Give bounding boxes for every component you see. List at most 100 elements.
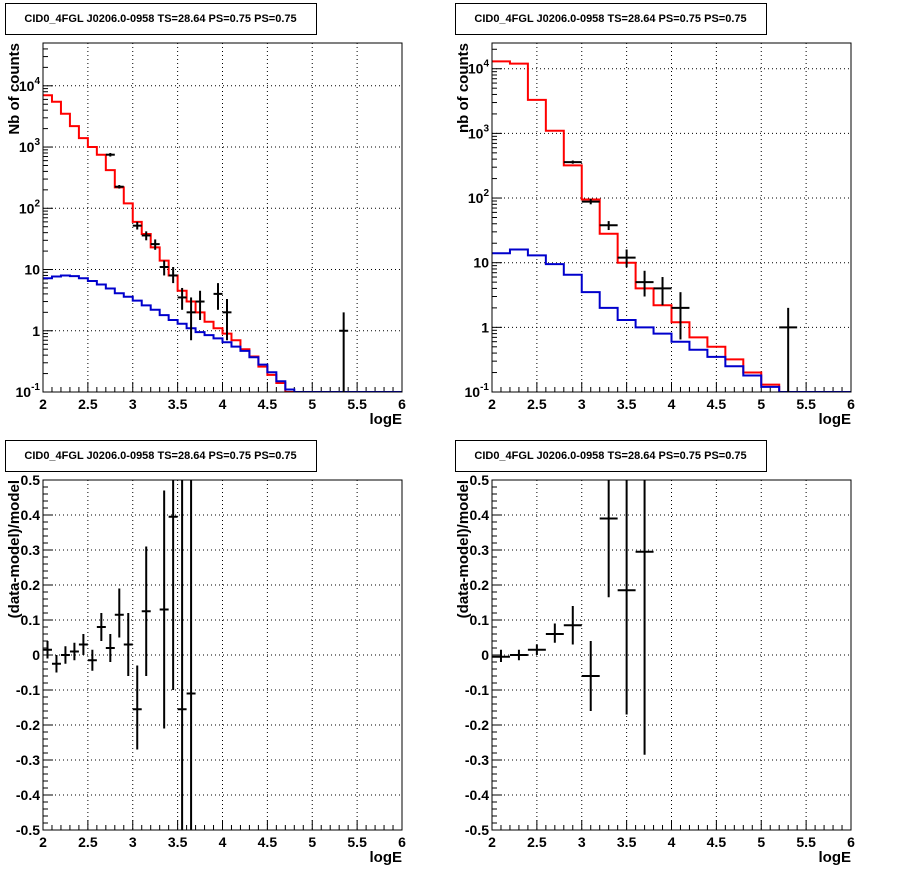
data-point: [141, 231, 151, 241]
y-tick-label: -0.3: [16, 752, 40, 768]
y-tick-label: 1: [481, 319, 489, 335]
data-point: [141, 546, 151, 676]
y-tick-label: 0.5: [21, 472, 41, 488]
background_model-histogram: [492, 248, 851, 392]
x-axis-title: logE: [370, 411, 403, 428]
data-point: [563, 606, 582, 645]
x-axis-title: logE: [819, 411, 852, 428]
x-tick-label: 4: [219, 396, 227, 412]
x-tick-label: 3: [129, 396, 137, 412]
data-point: [599, 480, 618, 598]
plot-panel-4: CID0_4FGL J0206.0-0958 TS=28.64 PS=0.75 …: [455, 440, 855, 866]
y-axis: -0.5 -0.4 -0.3 -0.2 -0.1 0 0.1 0.2 0.3 0.4 0.5(dat…: [455, 472, 502, 838]
y-tick-label: -0.5: [465, 822, 489, 838]
panel-title: CID0_4FGL J0206.0-0958 TS=28.64 PS=0.75 …: [24, 13, 296, 25]
x-tick-label: 2.5: [78, 834, 98, 850]
data-point: [159, 490, 169, 729]
y-tick-label: 0.1: [21, 612, 41, 628]
x-tick-label: 5.5: [796, 396, 816, 412]
data-point: [168, 266, 178, 284]
data-point: [635, 480, 654, 755]
panel-title: CID0_4FGL J0206.0-0958 TS=28.64 PS=0.75 …: [24, 450, 296, 462]
data-point: [150, 239, 160, 250]
y-tick-label: 0.3: [21, 542, 41, 558]
plot-frame: [491, 479, 852, 831]
data-point: [105, 152, 115, 157]
data-point: [527, 644, 546, 655]
y-tick-label: 0.4: [21, 507, 41, 523]
x-tick-label: 4.5: [707, 396, 727, 412]
y-tick-label: 10-1: [465, 382, 490, 400]
data-point: [132, 665, 142, 750]
y-tick-label: 103: [468, 123, 490, 141]
plot-panel-1: CID0_4FGL J0206.0-0958 TS=28.64 PS=0.75 …: [5, 3, 406, 428]
data-point: [168, 480, 178, 690]
y-tick-label: 0.2: [470, 577, 490, 593]
y-tick-label: -0.5: [16, 822, 40, 838]
grid: [42, 479, 403, 831]
data-point: [114, 588, 124, 638]
y-tick-label: 0.3: [470, 542, 490, 558]
x-tick-label: 5: [308, 396, 316, 412]
y-tick-label: 0.4: [470, 507, 490, 523]
y-tick-label: 0: [481, 647, 489, 663]
data-point: [545, 623, 564, 643]
plot-area: [43, 94, 402, 392]
data-point: [653, 277, 672, 306]
x-tick-label: 2.5: [527, 396, 547, 412]
plot-area: [492, 480, 654, 755]
data-point: [213, 283, 223, 310]
data-point: [186, 480, 196, 830]
y-tick-label: 0.5: [470, 472, 490, 488]
data-point: [617, 249, 636, 268]
y-tick-label: -0.4: [16, 787, 40, 803]
x-tick-label: 4: [668, 396, 676, 412]
x-tick-label: 3.5: [168, 396, 188, 412]
plot-panel-3: CID0_4FGL J0206.0-0958 TS=28.64 PS=0.75 …: [5, 440, 406, 866]
y-tick-label: -0.4: [465, 787, 489, 803]
x-tick-label: 5: [757, 834, 765, 850]
data-point: [779, 307, 798, 392]
y-tick-label: 0.2: [21, 577, 41, 593]
y-tick-label: -0.1: [16, 682, 40, 698]
data-point: [69, 642, 79, 661]
y-tick-label: 10-1: [16, 382, 41, 400]
panel-title-box: CID0_4FGL J0206.0-0958 TS=28.64 PS=0.75 …: [5, 440, 317, 472]
data-point: [617, 480, 636, 715]
plot-area: [492, 60, 851, 392]
y-tick-label: -0.2: [16, 717, 40, 733]
data-point: [51, 655, 61, 673]
data-point: [635, 270, 654, 297]
y-tick-label: -0.1: [465, 682, 489, 698]
x-tick-label: 5: [757, 396, 765, 412]
x-tick-label: 5.5: [347, 396, 367, 412]
data-point: [509, 649, 528, 661]
data-point: [195, 290, 205, 320]
x-tick-label: 2: [488, 396, 496, 412]
data-point: [60, 646, 70, 664]
data-point: [186, 297, 196, 341]
x-tick-label: 5.5: [796, 834, 816, 850]
x-axis-title: logE: [370, 849, 403, 866]
data-point: [222, 299, 232, 341]
grid: [491, 479, 852, 831]
x-tick-label: 4.5: [258, 396, 278, 412]
plot-frame: [42, 42, 403, 393]
x-tick-label: 4: [668, 834, 676, 850]
x-tick-label: 3: [578, 396, 586, 412]
data-point: [43, 641, 52, 659]
x-tick-label: 3.5: [617, 834, 637, 850]
x-tick-label: 2: [488, 834, 496, 850]
plot-panel-2: CID0_4FGL J0206.0-0958 TS=28.64 PS=0.75 …: [455, 3, 855, 428]
data-point: [105, 634, 115, 662]
x-tick-label: 3: [578, 834, 586, 850]
data-point: [339, 312, 349, 392]
data-point: [177, 287, 187, 310]
x-tick-label: 6: [847, 834, 855, 850]
